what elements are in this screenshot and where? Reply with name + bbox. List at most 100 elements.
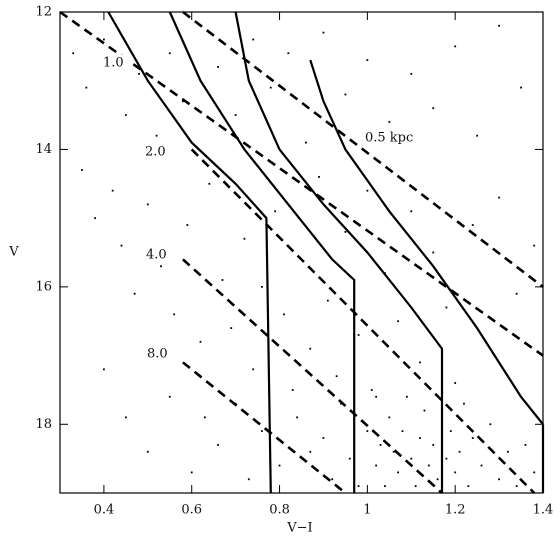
star-point: [432, 107, 435, 110]
star-point: [476, 134, 479, 137]
star-point: [322, 437, 325, 439]
star-point: [445, 457, 448, 460]
isochrone: [107, 11, 272, 494]
star-point: [449, 430, 452, 433]
star-point: [173, 313, 176, 316]
star-point: [309, 450, 312, 453]
star-point: [458, 450, 461, 453]
star-point: [335, 375, 338, 378]
y-tick-label: 12: [35, 5, 52, 20]
star-point: [230, 327, 233, 329]
star-point: [217, 66, 219, 68]
star-point: [252, 38, 255, 41]
star-point: [199, 340, 202, 343]
star-point: [217, 444, 219, 446]
star-point: [357, 334, 360, 336]
distance-label: 4.0: [146, 248, 167, 263]
plot-frame: [59, 11, 544, 494]
star-point: [326, 299, 329, 302]
star-point: [269, 86, 272, 89]
star-point: [190, 471, 193, 474]
star-point: [146, 203, 149, 206]
star-point: [94, 217, 97, 220]
star-point: [506, 450, 509, 453]
star-point: [498, 196, 500, 199]
star-point: [397, 320, 399, 323]
star-point: [138, 72, 140, 75]
star-point: [533, 471, 536, 474]
star-point: [432, 444, 435, 446]
star-point: [366, 59, 369, 61]
star-point: [103, 368, 105, 371]
star-point: [261, 430, 263, 433]
star-point: [414, 485, 417, 488]
star-point: [291, 389, 294, 391]
star-point: [103, 38, 105, 41]
star-point: [454, 45, 457, 48]
star-point: [357, 485, 360, 488]
label-background: [362, 130, 424, 146]
star-point: [344, 230, 347, 233]
star-point: [375, 395, 378, 398]
star-point: [515, 485, 518, 488]
star-point: [85, 86, 88, 89]
star-point: [247, 478, 250, 481]
x-tick-label: 1.2: [445, 503, 466, 518]
star-point: [322, 31, 325, 34]
star-point: [309, 347, 312, 350]
star-point: [234, 114, 237, 116]
star-point: [283, 313, 285, 316]
star-point: [287, 52, 290, 55]
star-point: [204, 416, 206, 419]
distance-line: [182, 258, 443, 494]
star-point: [366, 430, 369, 433]
star-point: [120, 244, 123, 247]
star-point: [423, 409, 426, 412]
star-point: [410, 72, 413, 75]
star-point: [155, 134, 158, 137]
star-point: [72, 52, 75, 55]
star-point: [344, 93, 347, 96]
star-point: [471, 437, 474, 439]
distance-label: 1.0: [103, 56, 124, 71]
star-point: [168, 395, 171, 398]
star-point: [370, 389, 373, 391]
star-point: [366, 189, 369, 192]
star-point: [524, 444, 527, 446]
star-point: [278, 464, 281, 467]
star-point: [480, 464, 483, 467]
star-point: [410, 457, 413, 460]
x-tick-label: 0.4: [94, 503, 115, 518]
star-point: [221, 279, 224, 281]
star-point: [471, 224, 474, 226]
x-tick-label: 1.4: [533, 503, 554, 518]
star-point: [515, 292, 518, 295]
star-point: [520, 86, 522, 89]
distance-line: [59, 10, 544, 357]
star-point: [252, 368, 255, 371]
distance-label: 8.0: [147, 347, 168, 362]
star-point: [296, 416, 299, 419]
star-point: [261, 285, 263, 288]
x-tick-label: 1: [363, 503, 371, 518]
star-point: [186, 224, 189, 226]
star-point: [419, 437, 421, 439]
star-point: [348, 457, 351, 460]
star-point: [498, 478, 500, 481]
star-point: [274, 210, 277, 213]
star-point: [375, 464, 378, 467]
star-point: [405, 395, 408, 398]
distance-line: [182, 361, 347, 495]
y-tick-label: 16: [35, 279, 52, 294]
star-point: [111, 189, 114, 192]
star-point: [436, 478, 439, 481]
star-point: [489, 423, 492, 426]
star-point: [146, 450, 149, 453]
star-point: [427, 464, 430, 467]
star-point: [160, 265, 162, 268]
star-point: [419, 361, 421, 364]
star-point: [304, 141, 307, 144]
star-point: [454, 471, 457, 474]
star-point: [388, 416, 391, 419]
